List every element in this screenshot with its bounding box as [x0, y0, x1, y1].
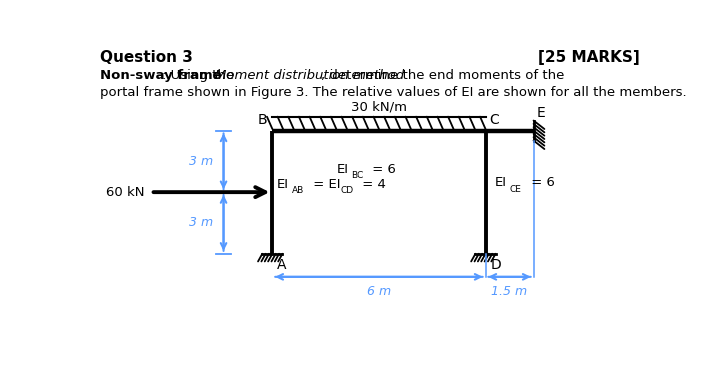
Text: : Using the: : Using the — [162, 69, 238, 82]
Text: Moment distribution method: Moment distribution method — [215, 69, 404, 82]
Text: = 4: = 4 — [358, 178, 386, 191]
Text: E: E — [536, 106, 545, 120]
Text: C: C — [490, 113, 499, 128]
Text: portal frame shown in Figure 3. The relative values of EI are shown for all the : portal frame shown in Figure 3. The rela… — [100, 86, 687, 99]
Text: BC: BC — [352, 171, 364, 180]
Text: Non-sway frame: Non-sway frame — [100, 69, 222, 82]
Text: = 6: = 6 — [527, 176, 554, 189]
Text: CE: CE — [510, 185, 522, 194]
Text: 30 kN/m: 30 kN/m — [351, 100, 407, 113]
Text: = 6: = 6 — [368, 162, 396, 176]
Text: D: D — [490, 257, 501, 272]
Text: 3 m: 3 m — [188, 155, 213, 168]
Text: 1.5 m: 1.5 m — [492, 285, 528, 298]
Text: = EI: = EI — [309, 178, 341, 191]
Text: EI: EI — [336, 162, 348, 176]
Text: 60 kN: 60 kN — [106, 186, 144, 199]
Text: Question 3: Question 3 — [100, 50, 193, 65]
Text: 3 m: 3 m — [188, 217, 213, 230]
Text: AB: AB — [292, 186, 305, 195]
Text: [25 MARKS]: [25 MARKS] — [538, 50, 640, 65]
Text: B: B — [257, 113, 267, 128]
Text: A: A — [277, 257, 287, 272]
Text: 6 m: 6 m — [367, 285, 391, 298]
Text: EI: EI — [277, 178, 289, 191]
Text: EI: EI — [495, 176, 507, 189]
Text: , determine the end moments of the: , determine the end moments of the — [321, 69, 564, 82]
Text: CD: CD — [341, 186, 354, 195]
